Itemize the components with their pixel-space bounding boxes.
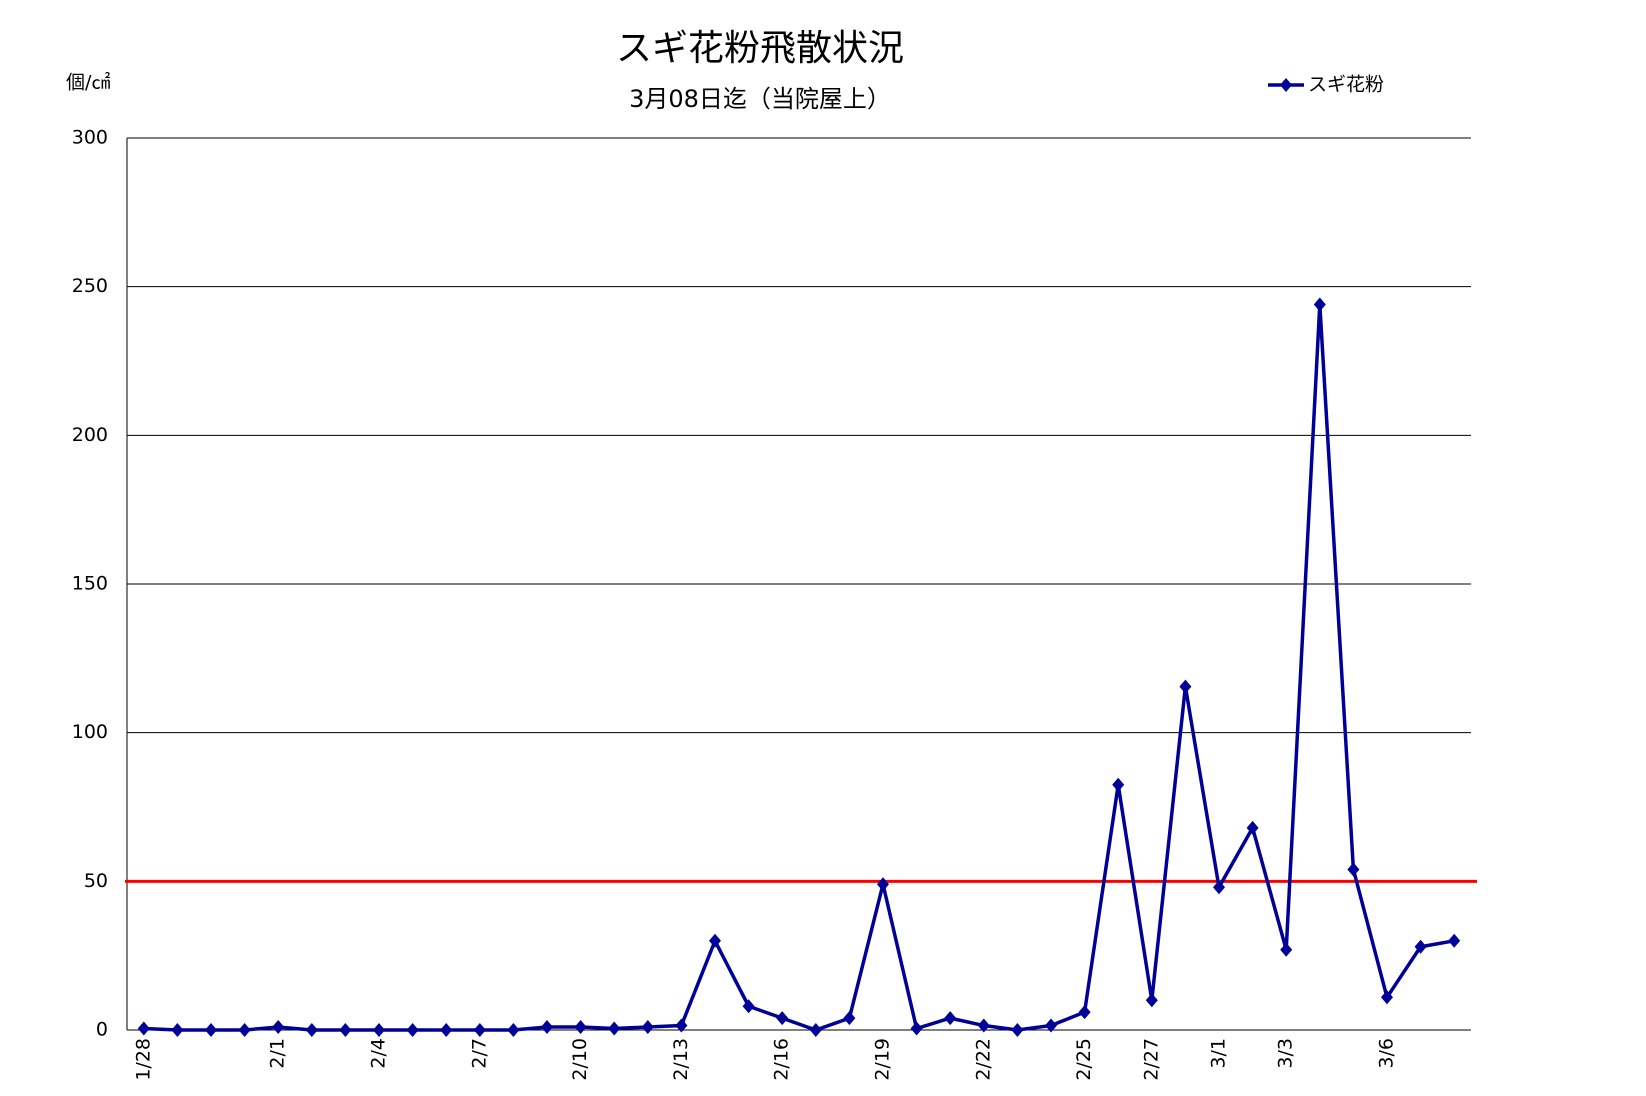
series-line bbox=[143, 304, 1455, 1032]
x-tick-label: 2/22 bbox=[972, 1038, 994, 1081]
data-point bbox=[944, 1011, 957, 1026]
y-tick-label: 0 bbox=[96, 1019, 108, 1041]
x-tick-label: 3/6 bbox=[1376, 1038, 1398, 1069]
x-tick-label: 2/16 bbox=[771, 1038, 793, 1081]
data-point bbox=[574, 1020, 587, 1035]
data-point bbox=[440, 1023, 453, 1037]
data-point bbox=[339, 1023, 352, 1037]
x-tick-label: 3/3 bbox=[1275, 1038, 1297, 1069]
chart-subtitle: 3月08日迄（当院屋上） bbox=[629, 85, 891, 113]
y-tick-label: 300 bbox=[72, 127, 108, 149]
data-point bbox=[1179, 679, 1192, 694]
x-tick-label: 2/25 bbox=[1073, 1038, 1095, 1081]
data-point bbox=[473, 1023, 486, 1037]
data-point bbox=[1213, 880, 1225, 895]
chart-title: スギ花粉飛散状況 bbox=[616, 28, 904, 69]
x-tick-label: 2/1 bbox=[267, 1038, 289, 1069]
data-point bbox=[272, 1020, 285, 1035]
data-point bbox=[910, 1021, 923, 1036]
data-point bbox=[406, 1023, 419, 1037]
data-point bbox=[776, 1011, 789, 1026]
x-tick-label: 2/7 bbox=[468, 1038, 490, 1069]
data-point bbox=[709, 933, 721, 948]
data-point bbox=[1347, 862, 1360, 877]
data-point bbox=[238, 1023, 251, 1037]
data-point bbox=[675, 1018, 688, 1033]
data-point bbox=[1280, 942, 1293, 957]
x-tick-label: 2/19 bbox=[872, 1038, 894, 1081]
data-point bbox=[877, 877, 889, 892]
x-tick-label: 3/1 bbox=[1208, 1038, 1230, 1069]
data-point bbox=[843, 1011, 856, 1026]
x-tick-label: 2/10 bbox=[569, 1038, 591, 1081]
data-point bbox=[205, 1023, 217, 1037]
data-point bbox=[1313, 297, 1326, 312]
y-tick-label: 250 bbox=[72, 275, 108, 297]
data-point bbox=[1414, 939, 1427, 954]
y-axis-label: 個/㎠ bbox=[66, 71, 110, 94]
x-tick-label: 2/4 bbox=[368, 1038, 390, 1069]
legend-marker bbox=[1280, 78, 1292, 92]
data-point bbox=[1448, 933, 1461, 948]
data-point bbox=[1145, 993, 1158, 1008]
data-point bbox=[1381, 990, 1393, 1005]
data-point bbox=[137, 1021, 150, 1036]
data-point bbox=[608, 1021, 621, 1036]
data-point bbox=[1078, 1005, 1091, 1020]
data-point bbox=[541, 1020, 553, 1035]
data-point bbox=[1246, 820, 1259, 835]
y-tick-label: 200 bbox=[72, 424, 108, 446]
x-tick-label: 2/13 bbox=[670, 1038, 692, 1081]
data-point bbox=[742, 999, 755, 1014]
y-tick-label: 50 bbox=[84, 870, 108, 892]
data-point bbox=[305, 1023, 318, 1037]
legend-label: スギ花粉 bbox=[1308, 74, 1384, 96]
data-point bbox=[641, 1020, 654, 1035]
x-tick-label: 2/27 bbox=[1140, 1038, 1162, 1081]
data-point bbox=[1011, 1023, 1024, 1037]
data-point bbox=[507, 1023, 520, 1037]
data-point bbox=[977, 1018, 990, 1033]
y-tick-label: 150 bbox=[72, 573, 108, 595]
data-point bbox=[373, 1023, 385, 1037]
data-point bbox=[1045, 1018, 1057, 1033]
y-tick-label: 100 bbox=[72, 721, 108, 743]
data-point bbox=[1112, 777, 1125, 792]
x-tick-label: 1/28 bbox=[132, 1038, 154, 1081]
data-point bbox=[171, 1023, 184, 1037]
data-point bbox=[809, 1023, 822, 1037]
